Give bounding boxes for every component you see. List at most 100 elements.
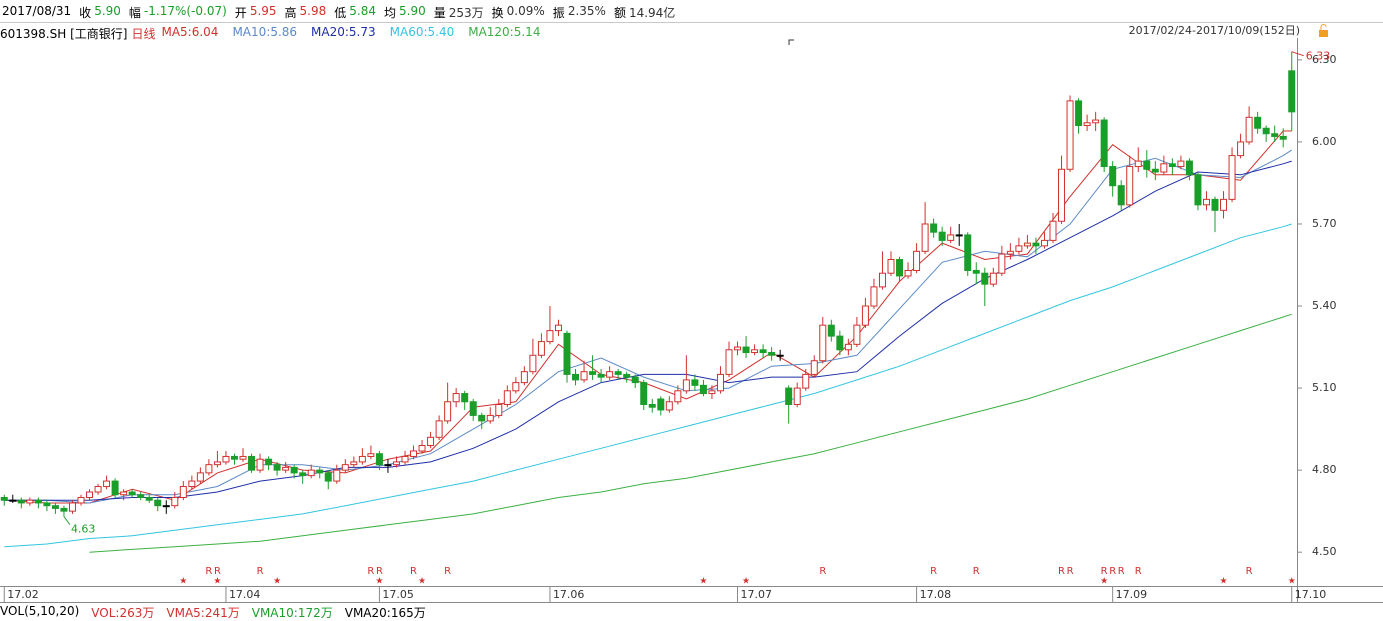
candle-body bbox=[1109, 166, 1117, 187]
candle-body bbox=[1202, 198, 1210, 206]
candle-body bbox=[26, 499, 34, 504]
star-marker: ★ bbox=[179, 577, 187, 587]
candle-body bbox=[691, 379, 699, 386]
candle-body bbox=[529, 354, 537, 373]
candle-body bbox=[793, 387, 801, 405]
candle-body bbox=[623, 373, 631, 378]
lock-icon[interactable] bbox=[1319, 24, 1328, 38]
quote-label: 开 bbox=[234, 6, 247, 20]
candle-body bbox=[452, 393, 460, 403]
candle-body bbox=[1023, 242, 1031, 247]
candle-body bbox=[1194, 174, 1202, 206]
star-marker: ★ bbox=[742, 577, 750, 587]
candle-body bbox=[256, 458, 264, 471]
candle-body bbox=[768, 352, 776, 356]
r-marker: R bbox=[1246, 566, 1253, 577]
candle-body bbox=[503, 390, 511, 405]
legend-entry: MA60:5.40 bbox=[389, 25, 455, 39]
candle-body bbox=[827, 324, 835, 337]
candle-body bbox=[1134, 160, 1142, 168]
ma-line bbox=[4, 223, 1292, 548]
candle-body bbox=[478, 414, 486, 422]
quote-value: 5.90 bbox=[399, 4, 426, 18]
candle-body bbox=[384, 464, 392, 467]
candle-body bbox=[589, 371, 597, 375]
candle-body bbox=[9, 499, 17, 502]
r-marker: R bbox=[410, 566, 417, 577]
candle-body bbox=[878, 272, 886, 288]
candle-body bbox=[196, 472, 204, 482]
candle-body bbox=[1177, 160, 1185, 168]
quote-label: 幅 bbox=[128, 6, 141, 20]
candle-body bbox=[751, 349, 759, 354]
quote-header: 2017/08/31 收 5.90 幅 -1.17%(-0.07) 开 5.95 高 5.98… bbox=[2, 4, 683, 21]
candle-body bbox=[725, 349, 733, 375]
period: 日线 bbox=[131, 27, 156, 41]
star-marker: ★ bbox=[213, 577, 221, 587]
annotation-arrow bbox=[63, 516, 71, 525]
volume-label: VOL:263万 bbox=[91, 606, 155, 620]
candle-body bbox=[597, 373, 605, 378]
quote-value: 2.35% bbox=[567, 4, 606, 18]
quote-value: 5.90 bbox=[94, 4, 121, 18]
candle-body bbox=[614, 371, 622, 375]
annotation: 4.63 bbox=[71, 523, 96, 536]
quote-value: 0.09% bbox=[506, 4, 545, 18]
candle-body bbox=[640, 382, 648, 405]
candle-body bbox=[1032, 242, 1040, 247]
quote-date: 2017/08/31 bbox=[2, 4, 72, 18]
candle-body bbox=[1279, 135, 1287, 140]
x-tick-label: 17.10 bbox=[1295, 588, 1327, 601]
candle-body bbox=[682, 379, 690, 392]
star-marker: ★ bbox=[1219, 577, 1227, 587]
star-marker: ★ bbox=[699, 577, 707, 587]
r-marker: R bbox=[973, 566, 980, 577]
candle-body bbox=[1006, 250, 1014, 255]
x-tick-label: 17.09 bbox=[1116, 588, 1148, 601]
candle-body bbox=[367, 453, 375, 457]
y-tick-label: 5.10 bbox=[1312, 381, 1337, 394]
volume-legend: VOL(5,10,20) VOL:263万 VMA5:241万 VMA10:172万 V… bbox=[0, 604, 438, 621]
candle-body bbox=[461, 393, 469, 403]
candle-body bbox=[1168, 163, 1176, 168]
ma-line bbox=[89, 313, 1292, 553]
candle-body bbox=[1040, 239, 1048, 247]
cursor-glyph bbox=[788, 39, 794, 45]
r-marker: R bbox=[1118, 566, 1125, 577]
r-marker: R bbox=[376, 566, 383, 577]
volume-label: VOL(5,10,20) bbox=[0, 604, 80, 618]
y-tick-label: 4.50 bbox=[1312, 545, 1337, 558]
candle-body bbox=[375, 453, 383, 466]
candle-body bbox=[350, 461, 358, 466]
candle-body bbox=[418, 445, 426, 452]
candle-body bbox=[162, 505, 170, 508]
candle-body bbox=[981, 272, 989, 285]
candle-body bbox=[802, 373, 810, 389]
legend-entry: MA20:5.73 bbox=[311, 25, 376, 39]
candle-body bbox=[947, 234, 955, 241]
candle-body bbox=[282, 466, 290, 471]
candle-body bbox=[205, 464, 213, 474]
quote-label: 额 bbox=[613, 6, 626, 20]
candle-body bbox=[265, 458, 273, 466]
star-marker: ★ bbox=[418, 577, 426, 587]
candle-body bbox=[606, 371, 614, 378]
candle-body bbox=[222, 455, 230, 463]
candle-body bbox=[171, 496, 179, 507]
candle-body bbox=[998, 253, 1006, 274]
quote-value: 14.94亿 bbox=[628, 6, 676, 20]
candle-body bbox=[1262, 127, 1270, 135]
candle-body bbox=[94, 486, 102, 493]
candle-body bbox=[137, 494, 145, 498]
candle-body bbox=[1151, 168, 1159, 173]
candle-body bbox=[631, 376, 639, 384]
candle-body bbox=[103, 480, 111, 488]
quote-label: 量 bbox=[433, 6, 446, 20]
candle-body bbox=[435, 420, 443, 438]
candle-body bbox=[1066, 100, 1074, 170]
stock-code: 601398.SH [工商银行] bbox=[0, 27, 128, 41]
candle-body bbox=[844, 343, 852, 351]
candle-body bbox=[299, 472, 307, 477]
candle-body bbox=[316, 469, 324, 474]
